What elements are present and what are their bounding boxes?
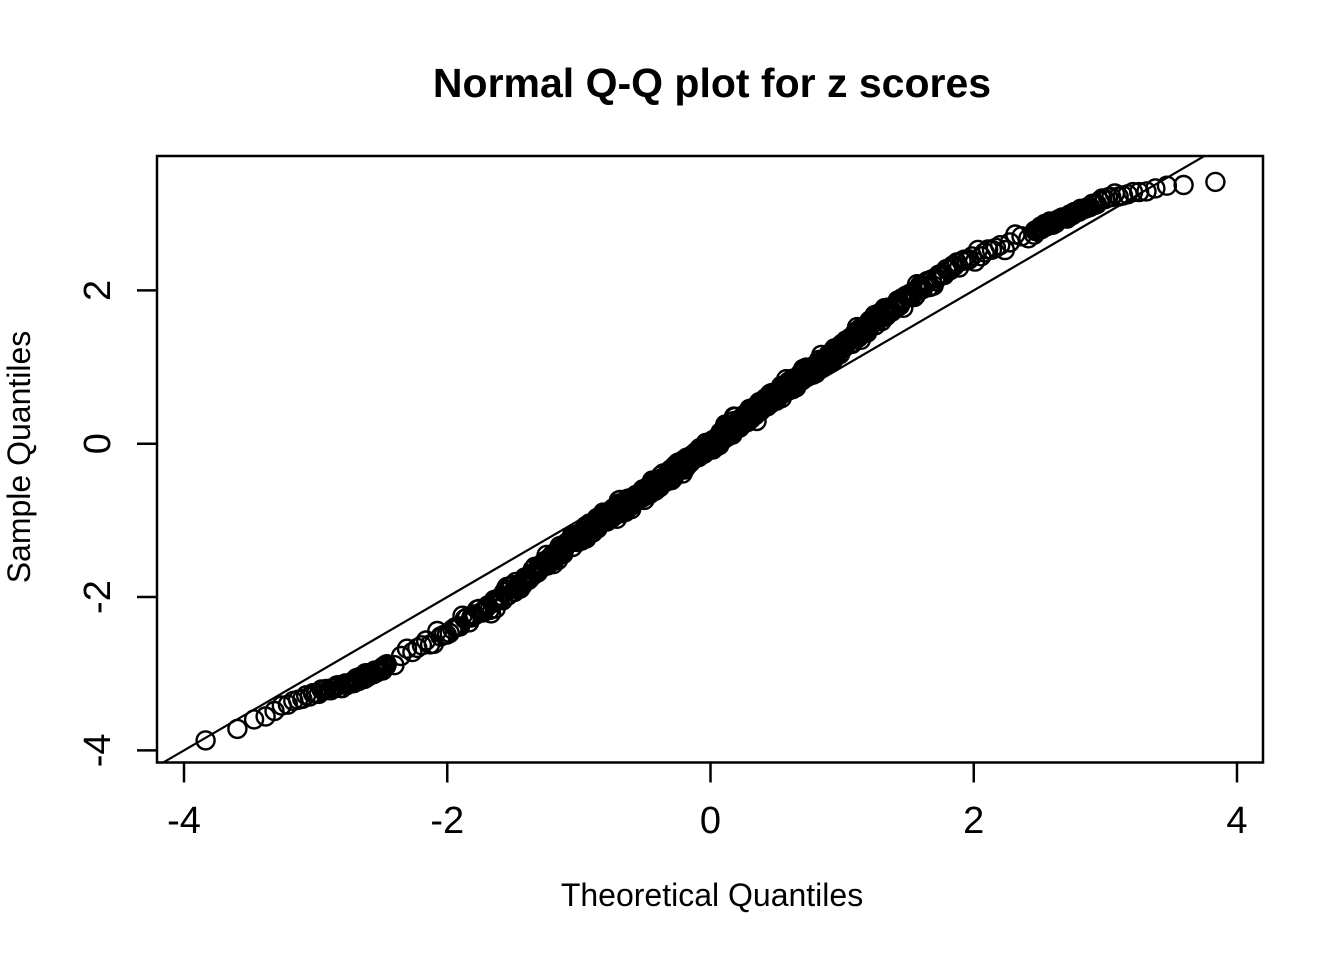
qq-point: [1173, 174, 1194, 196]
qq-point: [1136, 181, 1157, 202]
y-axis-label: Sample Quantiles: [1, 331, 37, 584]
x-axis-ticks: -4 -2 0 2 4: [167, 762, 1248, 842]
x-tick-label: -2: [430, 800, 464, 842]
y-tick-label: 0: [77, 433, 119, 454]
y-axis-ticks: -4 -2 0 2: [77, 280, 157, 767]
qq-point: [195, 730, 216, 751]
qq-point: [985, 237, 1007, 259]
y-tick-label: -2: [77, 580, 119, 614]
x-tick-label: 2: [963, 800, 984, 842]
x-axis-label: Theoretical Quantiles: [561, 877, 863, 913]
qq-points-group: [195, 171, 1226, 751]
qq-point: [971, 246, 992, 267]
y-tick-label: 2: [77, 280, 119, 301]
chart-title: Normal Q-Q plot for z scores: [433, 60, 991, 106]
plot-box: [155, 154, 1265, 764]
y-tick-label: -4: [77, 733, 119, 767]
qq-point: [1205, 171, 1226, 193]
qq-reference-line: [162, 155, 1205, 764]
qq-point: [396, 638, 418, 659]
qq-point: [990, 234, 1011, 256]
x-tick-label: 4: [1226, 800, 1247, 842]
qq-point: [411, 635, 433, 656]
x-tick-label: -4: [167, 800, 201, 842]
qq-point: [1156, 175, 1178, 196]
qq-point: [1145, 178, 1166, 199]
x-tick-label: 0: [700, 800, 721, 842]
